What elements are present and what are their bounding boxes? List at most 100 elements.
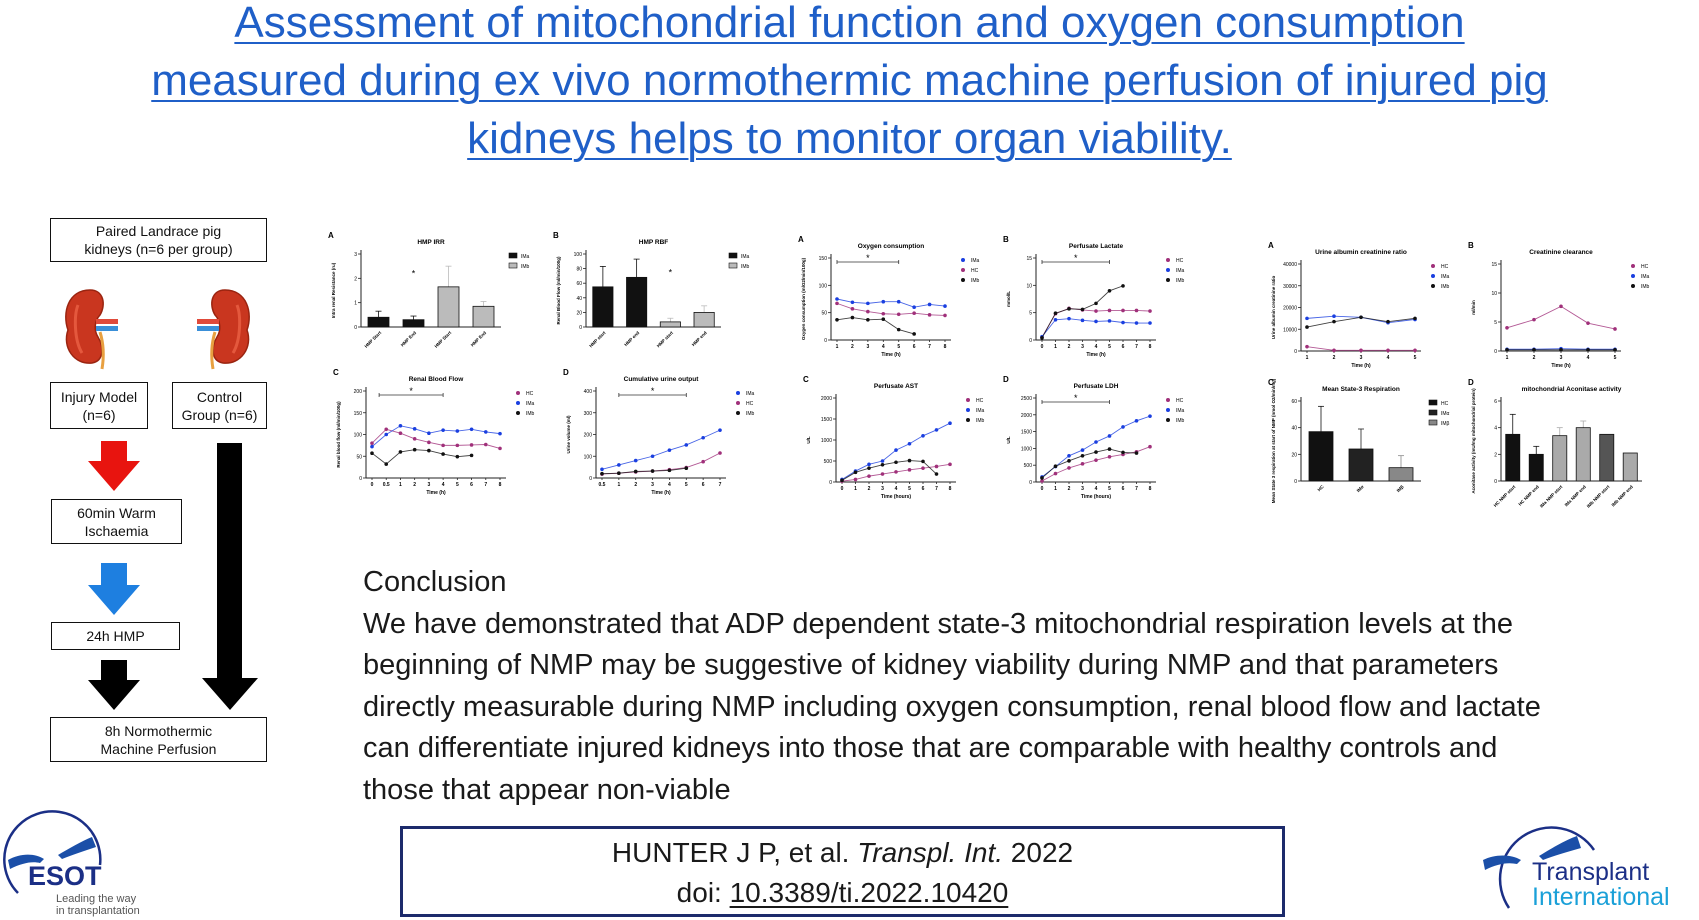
- y-tick-label: 4: [1494, 426, 1497, 432]
- y-axis-label: Intra renal Resistance (ru): [331, 262, 336, 318]
- legend-marker: [961, 278, 965, 282]
- legend-label: IMa: [1176, 408, 1185, 414]
- x-tick-label: 8: [1149, 486, 1152, 492]
- x-tick-label: HMP End: [400, 330, 418, 348]
- data-point-HC: [850, 307, 855, 311]
- nmp-label: 8h Normothermic Machine Perfusion: [100, 722, 217, 757]
- data-point-IMb: [840, 478, 844, 483]
- data-point-HC: [469, 443, 474, 447]
- abstract-title[interactable]: Assessment of mitochondrial function and…: [0, 0, 1699, 168]
- data-point-IMb: [427, 448, 431, 453]
- x-tick-label: 5: [1108, 344, 1111, 350]
- data-point-IMa: [1080, 318, 1085, 323]
- legend-label: IMa: [976, 408, 985, 414]
- title-line-2[interactable]: measured during ex vivo normothermic mac…: [151, 56, 1548, 105]
- legend-swatch: [1428, 399, 1438, 406]
- panel-letter: D: [1003, 375, 1009, 384]
- bar: [1528, 453, 1544, 482]
- legend-swatch: [1428, 409, 1438, 416]
- chart-title: HMP RBF: [639, 239, 669, 246]
- data-point-IMa: [927, 302, 932, 307]
- data-point-IMa: [948, 421, 952, 425]
- x-tick-label: 1: [854, 486, 857, 492]
- legend-marker: [1431, 274, 1435, 278]
- legend-marker: [736, 411, 740, 415]
- data-point-HC: [1532, 317, 1536, 322]
- series-line-IMb: [1041, 448, 1137, 479]
- y-tick-label: 1500: [1021, 430, 1032, 436]
- significance-star: *: [1074, 393, 1078, 403]
- data-point-IMb: [1505, 348, 1509, 352]
- y-tick-label: 2: [354, 276, 357, 282]
- control-group-label: Control Group (n=6): [181, 388, 258, 423]
- data-point-IMb: [398, 450, 403, 454]
- legend-swatch: [508, 252, 518, 259]
- data-point-IMb: [384, 462, 389, 466]
- x-tick-label: 5: [897, 344, 900, 350]
- data-point-IMb: [684, 466, 689, 471]
- doi-link[interactable]: 10.3389/ti.2022.10420: [729, 877, 1009, 908]
- y-tick-label: 200: [354, 389, 363, 395]
- data-point-IMb: [370, 451, 374, 456]
- title-line-3[interactable]: kidneys helps to monitor organ viability…: [467, 114, 1232, 163]
- panel-letter: C: [1268, 378, 1274, 387]
- data-point-IMb: [1053, 311, 1058, 316]
- significance-star: *: [669, 267, 673, 277]
- x-tick-label: 4: [1095, 344, 1098, 350]
- y-tick-label: 0: [1494, 479, 1497, 485]
- injury-model-label: Injury Model (n=6): [60, 388, 138, 423]
- x-axis-label: Time (h): [426, 490, 446, 496]
- legend-label: IMα: [1441, 411, 1450, 417]
- x-tick-label: 3: [866, 344, 869, 350]
- data-point-IMa: [881, 299, 886, 304]
- x-tick-label: HC NMP end: [1517, 484, 1540, 507]
- data-point-IMb: [867, 466, 871, 470]
- warm-ischaemia-box: 60min Warm Ischaemia: [51, 499, 182, 544]
- legend-marker: [961, 268, 965, 272]
- data-point-IMb: [1094, 450, 1098, 454]
- data-point-IMb: [667, 468, 672, 473]
- bar: [367, 316, 390, 328]
- y-axis-label: U/L: [1006, 436, 1011, 444]
- title-line-1[interactable]: Assessment of mitochondrial function and…: [234, 0, 1465, 47]
- y-tick-label: 0: [1494, 349, 1497, 355]
- chart-title: Perfusate LDH: [1074, 383, 1119, 390]
- data-point-IMb: [469, 453, 474, 458]
- data-point-HC: [948, 462, 952, 467]
- x-tick-label: IMb NMP start: [1586, 484, 1611, 509]
- data-point-HC: [896, 312, 901, 317]
- legend-swatch: [728, 262, 738, 269]
- legend-marker: [1631, 284, 1635, 288]
- y-tick-label: 400: [584, 389, 593, 395]
- data-point-IMb: [617, 471, 621, 476]
- data-point-IMb: [1053, 464, 1058, 469]
- legend-label: IMb: [1176, 418, 1185, 424]
- data-point-IMb: [853, 470, 858, 475]
- chart-title: Oxygen consumption: [858, 243, 924, 250]
- data-point-HC: [1332, 348, 1336, 353]
- data-point-IMb: [441, 452, 445, 456]
- data-point-IMa: [498, 431, 502, 436]
- x-tick-label: HMP end: [623, 330, 640, 347]
- legend-label: IMb: [521, 264, 530, 270]
- chart-title: Urine albumin creatinine ratio: [1315, 249, 1407, 256]
- data-point-HC: [701, 459, 705, 464]
- y-tick-label: 300: [584, 411, 593, 417]
- significance-star: *: [1074, 253, 1078, 263]
- bar: [1505, 433, 1521, 482]
- data-point-IMa: [1094, 319, 1098, 324]
- legend-label: IMa: [1641, 274, 1650, 280]
- x-tick-label: IMa NMP end: [1564, 484, 1587, 507]
- x-tick-label: 3: [1560, 355, 1563, 361]
- data-point-IMa: [617, 463, 621, 467]
- x-axis-label: Time (h): [881, 352, 901, 358]
- citation-authors: HUNTER J P, et al.: [611, 837, 850, 868]
- y-tick-label: 0: [824, 338, 827, 344]
- data-point-IMa: [483, 430, 488, 434]
- data-point-IMb: [1121, 450, 1125, 455]
- data-point-IMb: [1532, 348, 1536, 352]
- start-box-label: Paired Landrace pig kidneys (n=6 per gro…: [84, 223, 233, 257]
- data-point-HC: [1094, 458, 1098, 462]
- x-tick-label: 4: [1095, 486, 1098, 492]
- y-axis-label: mmol/L: [1006, 291, 1011, 307]
